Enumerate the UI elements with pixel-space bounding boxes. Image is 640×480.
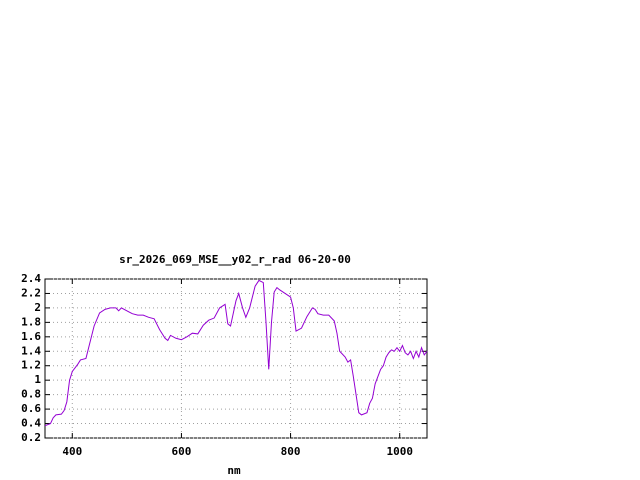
y-tick-label: 1.8 bbox=[21, 315, 41, 328]
y-tick-label: 0.6 bbox=[21, 402, 41, 415]
data-line bbox=[44, 279, 428, 427]
y-tick-label: 1.4 bbox=[21, 344, 41, 357]
x-tick-label: 400 bbox=[62, 445, 82, 458]
y-tick-label: 2.2 bbox=[21, 286, 41, 299]
y-tick-label: 1 bbox=[34, 373, 41, 386]
x-axis-label: nm bbox=[227, 464, 241, 477]
y-tick-label: 1.6 bbox=[21, 330, 41, 343]
plot-frame bbox=[44, 278, 428, 439]
x-tick-label: 1000 bbox=[386, 445, 413, 458]
y-tick-label: 2.4 bbox=[21, 272, 41, 285]
y-tick-label: 0.4 bbox=[21, 417, 41, 430]
x-tick-label: 600 bbox=[171, 445, 191, 458]
y-tick-label: 0.8 bbox=[21, 388, 41, 401]
y-tick-label: 2 bbox=[34, 301, 41, 314]
y-tick-label: 0.2 bbox=[21, 431, 41, 444]
y-tick-label: 1.2 bbox=[21, 359, 41, 372]
chart-title: sr_2026_069_MSE__y02_r_rad 06-20-00 bbox=[119, 253, 351, 266]
x-tick-label: 800 bbox=[281, 445, 301, 458]
